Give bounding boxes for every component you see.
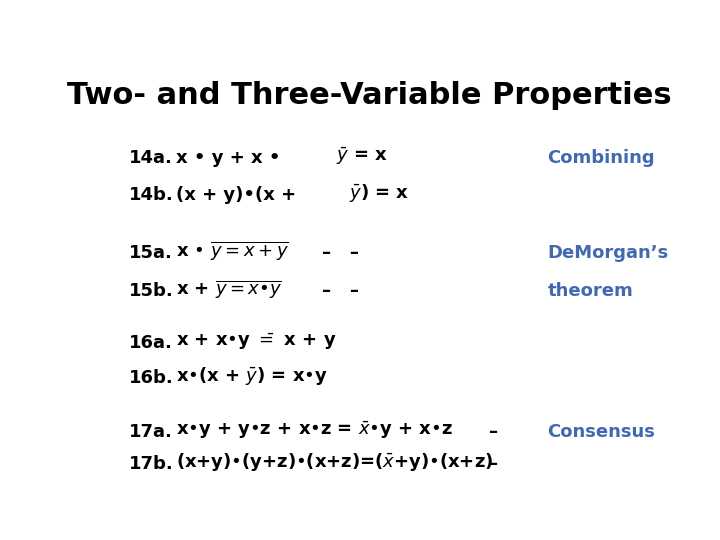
- Text: x + $\overline{y = x • y}$: x + $\overline{y = x • y}$: [176, 278, 282, 300]
- Text: Consensus: Consensus: [547, 423, 655, 441]
- Text: Combining: Combining: [547, 148, 655, 167]
- Text: theorem: theorem: [547, 282, 634, 300]
- Text: –   –: – –: [322, 244, 359, 262]
- Text: $\bar{y}$ = x: $\bar{y}$ = x: [336, 145, 387, 167]
- Text: 15b.: 15b.: [129, 282, 174, 300]
- Text: (x + y)•(x +: (x + y)•(x +: [176, 186, 297, 204]
- Text: x • y + x •: x • y + x •: [176, 148, 281, 167]
- Text: –   –: – –: [322, 282, 359, 300]
- Text: 16a.: 16a.: [129, 334, 173, 352]
- Text: x•(x + $\bar{y}$) = x•y: x•(x + $\bar{y}$) = x•y: [176, 365, 328, 387]
- Text: 17a.: 17a.: [129, 423, 173, 441]
- Text: $\bar{y}$) = x: $\bar{y}$) = x: [349, 182, 410, 204]
- Text: x • $\overline{y = x + y}$: x • $\overline{y = x + y}$: [176, 240, 289, 262]
- Text: 15a.: 15a.: [129, 244, 173, 262]
- Text: –: –: [489, 423, 498, 441]
- Text: –: –: [489, 455, 498, 473]
- Text: DeMorgan’s: DeMorgan’s: [547, 244, 669, 262]
- Text: x•y + y•z + x•z = $\bar{x}$•y + x•z: x•y + y•z + x•z = $\bar{x}$•y + x•z: [176, 420, 454, 441]
- Text: 16b.: 16b.: [129, 369, 174, 387]
- Text: 14a.: 14a.: [129, 148, 173, 167]
- Text: 17b.: 17b.: [129, 455, 174, 473]
- Text: (x+y)•(y+z)•(x+z)=($\bar{x}$+y)•(x+z): (x+y)•(y+z)•(x+z)=($\bar{x}$+y)•(x+z): [176, 451, 494, 473]
- Text: 14b.: 14b.: [129, 186, 174, 204]
- Text: x + x•y $\bar{=}$ x + y: x + x•y $\bar{=}$ x + y: [176, 331, 337, 352]
- Text: Two- and Three-Variable Properties: Two- and Three-Variable Properties: [67, 82, 671, 111]
